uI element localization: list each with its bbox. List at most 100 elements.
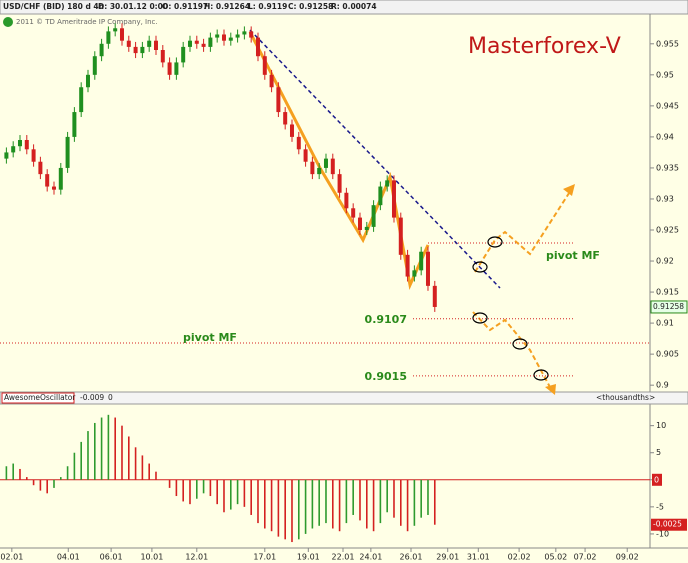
candle-body [296,136,301,150]
candle-body [323,158,328,168]
marker [472,312,488,324]
y-tick-label: -5 [656,502,664,511]
candle-body [174,62,179,75]
x-tick-label: 26.01 [400,553,423,562]
candle-body [262,56,267,75]
last-price-box [650,300,688,314]
candle-body [215,34,220,38]
candle-body [92,56,97,75]
y-tick-label: 0.915 [656,288,679,297]
candle-body [181,46,186,63]
x-tick-label: 06.01 [100,553,123,562]
x-tick-label: 17.01 [253,553,276,562]
y-tick-label: 5 [656,448,661,457]
x-tick-label: 04.01 [57,553,80,562]
markers [472,236,549,381]
candle-body [228,37,233,41]
candle-body [17,140,22,147]
zero-box [652,473,662,486]
x-tick-label: 10.01 [140,553,163,562]
annotation: pivot MF [546,249,600,262]
copyright: 2011 © TD Ameritrade IP Company, Inc. [16,18,158,26]
y-tick-label: -10 [656,529,669,538]
y-tick-label: 0.935 [656,163,679,172]
candle-body [160,50,165,63]
y-tick-label: 0 [654,475,659,484]
x-tick-label: 24.01 [359,553,382,562]
candle-body [412,270,417,277]
candle-body [187,40,192,47]
marker [512,338,528,350]
last-value-box [651,518,687,531]
candle-body [119,28,124,41]
candle-body [344,192,349,209]
candle-body [310,161,315,175]
oscillator-strip [0,391,688,405]
candle-body [283,112,288,125]
candle-body [221,34,226,41]
candle-body [398,217,403,255]
candle-body [235,34,240,38]
y-tick-label: 10 [656,421,666,430]
candle-body [79,87,84,113]
x-tick-label: 12.01 [185,553,208,562]
x-tick-label: 22.01 [332,553,355,562]
close: C: 0.91258 [288,2,333,11]
candle-body [371,205,376,227]
arrow-up [563,184,575,196]
marker [487,236,503,248]
candle-body [419,251,424,271]
candle-body [391,180,396,218]
y-tick-label: 0.9 [656,381,669,390]
candle-body [51,186,56,190]
unit-label: <thousandths> [596,393,655,402]
x-tick-label: 31.01 [467,553,490,562]
y-tick-label: 0.955 [656,39,679,48]
trendline [249,29,501,289]
annotation: pivot MF [183,331,237,344]
candle-body [432,285,437,307]
candle-body [38,161,43,175]
projection-down [472,311,552,390]
candle-body [242,31,247,35]
y-tick-label: 0.945 [656,101,679,110]
high: H: 0.91264 [204,2,250,11]
x-tick-label: 02.01 [0,553,23,562]
header-bar [0,0,688,15]
level-label: 0.9015 [365,370,407,383]
x-tick-label: 29.01 [436,553,459,562]
y-tick-label: 0.925 [656,226,679,235]
candle-body [4,152,9,159]
x-tick-label: 05.02 [544,553,567,562]
chart-title: Masterforex-V [468,34,621,59]
candle-body [45,174,50,187]
date: D: 30.01.12 0:00 [98,2,168,11]
candle-body [351,208,356,218]
candle-body [58,167,63,190]
x-tick-label: 19.01 [297,553,320,562]
last-price-label: 0.91258 [653,302,684,311]
candle-body [249,31,254,38]
panel-value: -0.009 [80,393,104,402]
candle-body [126,40,131,47]
y-tick-label: 0.91 [656,319,674,328]
wave-line [248,31,430,290]
candle-body [72,112,77,137]
x-tick-label: 09.02 [616,553,639,562]
y-tick-label: 0.95 [656,70,674,79]
candle-body [208,37,213,47]
candle-body [255,37,260,57]
marker [533,369,549,381]
candle-body [24,140,29,150]
candle-body [201,43,206,47]
candle-body [31,149,36,162]
candle-body [364,226,369,230]
candle-body [425,251,430,286]
info-icon[interactable] [3,17,13,27]
candle-body [106,31,111,44]
candle-body [276,87,281,113]
symbol: USD/CHF (BID) 180 d 4h [3,2,104,11]
candle-body [385,180,390,187]
